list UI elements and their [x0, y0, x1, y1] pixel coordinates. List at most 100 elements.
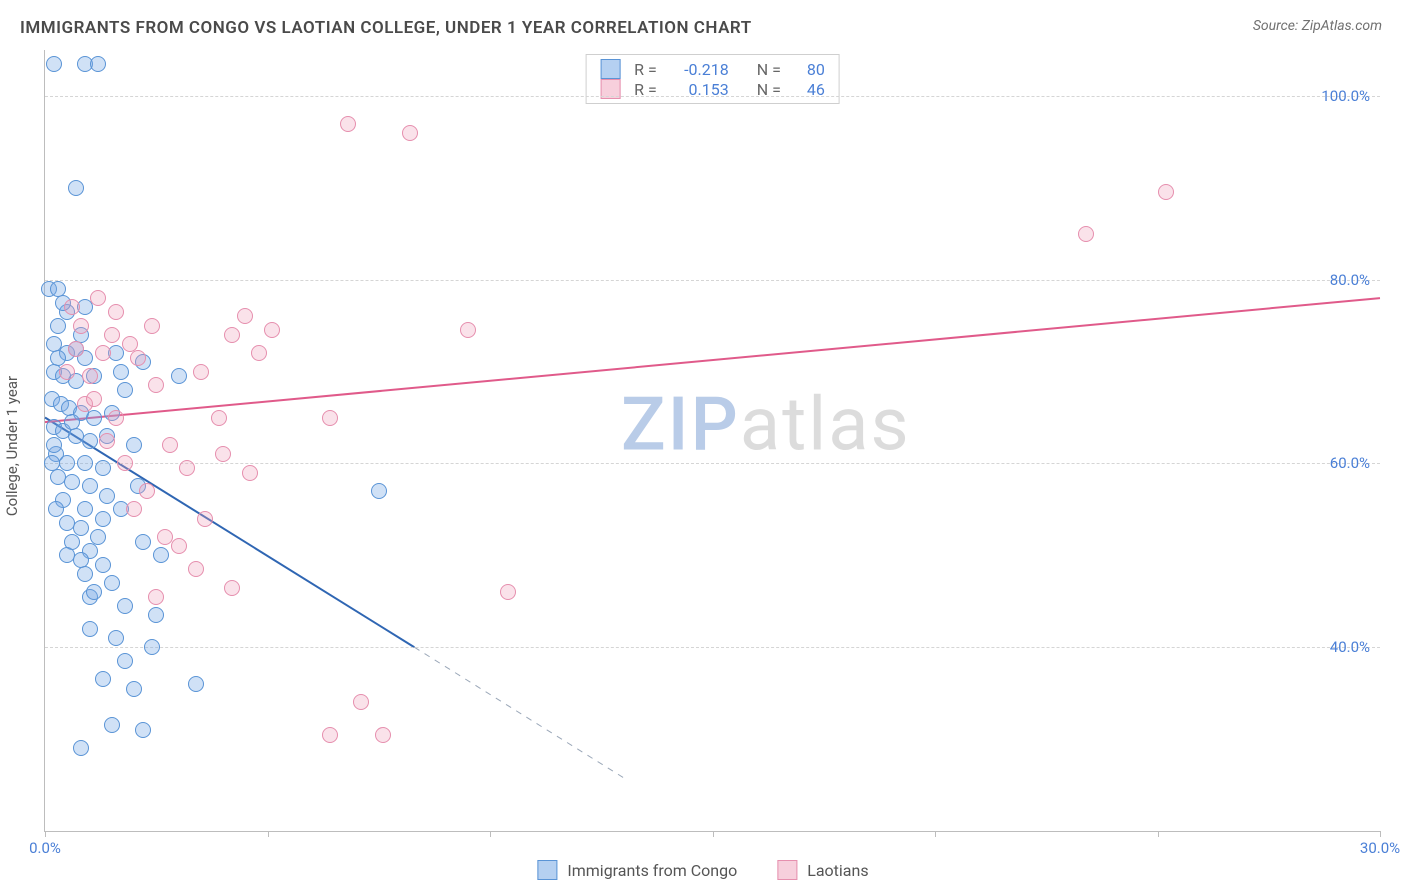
data-point [86, 391, 102, 407]
chart-title: IMMIGRANTS FROM CONGO VS LAOTIAN COLLEGE… [20, 18, 752, 38]
data-point [171, 368, 187, 384]
data-point [130, 350, 146, 366]
gridline [45, 463, 1380, 464]
data-point [44, 455, 60, 471]
x-tick-label: 0.0% [29, 839, 61, 857]
data-point [95, 460, 111, 476]
data-point [82, 433, 98, 449]
swatch-blue-icon [537, 860, 557, 880]
data-point [77, 566, 93, 582]
data-point [171, 538, 187, 554]
data-point [48, 501, 64, 517]
data-point [179, 460, 195, 476]
data-point [64, 414, 80, 430]
data-point [77, 501, 93, 517]
data-point [64, 474, 80, 490]
gridline [45, 280, 1380, 281]
y-tick-label: 80.0% [1330, 271, 1370, 289]
data-point [135, 534, 151, 550]
data-point [46, 437, 62, 453]
data-point [148, 607, 164, 623]
data-point [95, 557, 111, 573]
data-point [122, 336, 138, 352]
data-point [375, 727, 391, 743]
x-tick [45, 831, 46, 837]
data-point [251, 345, 267, 361]
data-point [95, 345, 111, 361]
data-point [211, 410, 227, 426]
data-point [126, 681, 142, 697]
data-point [113, 364, 129, 380]
data-point [139, 483, 155, 499]
source-attribution: Source: ZipAtlas.com [1253, 18, 1382, 34]
data-point [73, 318, 89, 334]
data-point [86, 584, 102, 600]
data-point [46, 56, 62, 72]
swatch-pink-icon [777, 860, 797, 880]
x-tick [1158, 831, 1159, 837]
data-point [264, 322, 280, 338]
data-point [1078, 226, 1094, 242]
data-point [117, 382, 133, 398]
data-point [402, 125, 418, 141]
data-point [237, 308, 253, 324]
data-point [82, 621, 98, 637]
data-point [68, 341, 84, 357]
data-point [59, 364, 75, 380]
y-tick-label: 40.0% [1330, 638, 1370, 656]
legend-item-congo: Immigrants from Congo [537, 860, 737, 880]
swatch-blue-icon [600, 59, 620, 79]
data-point [117, 455, 133, 471]
data-point [193, 364, 209, 380]
y-tick-label: 60.0% [1330, 454, 1370, 472]
data-point [188, 561, 204, 577]
series-legend: Immigrants from Congo Laotians [537, 860, 868, 880]
regression-line-extrapolated [414, 647, 628, 780]
data-point [99, 433, 115, 449]
data-point [104, 717, 120, 733]
data-point [86, 410, 102, 426]
gridline [45, 647, 1380, 648]
data-point [144, 318, 160, 334]
data-point [90, 290, 106, 306]
data-point [322, 727, 338, 743]
data-point [108, 630, 124, 646]
data-point [77, 455, 93, 471]
correlation-row-congo: R = -0.218 N = 80 [600, 59, 825, 79]
data-point [500, 584, 516, 600]
scatter-plot-area: ZIPatlas R = -0.218 N = 80 R = 0.153 N =… [44, 50, 1380, 832]
data-point [460, 322, 476, 338]
data-point [104, 575, 120, 591]
data-point [73, 740, 89, 756]
data-point [104, 327, 120, 343]
legend-item-laotian: Laotians [777, 860, 868, 880]
data-point [1158, 184, 1174, 200]
x-tick [935, 831, 936, 837]
data-point [64, 299, 80, 315]
data-point [95, 671, 111, 687]
data-point [108, 304, 124, 320]
data-point [197, 511, 213, 527]
data-point [99, 488, 115, 504]
data-point [188, 676, 204, 692]
data-point [126, 501, 142, 517]
r-label: R = [634, 60, 657, 79]
data-point [242, 465, 258, 481]
gridline [45, 96, 1380, 97]
data-point [340, 116, 356, 132]
data-point [215, 446, 231, 462]
x-tick [1380, 831, 1381, 837]
y-tick-label: 100.0% [1321, 87, 1370, 105]
data-point [82, 478, 98, 494]
data-point [224, 580, 240, 596]
data-point [117, 653, 133, 669]
data-point [144, 639, 160, 655]
data-point [148, 377, 164, 393]
y-axis-label: College, Under 1 year [3, 376, 21, 516]
data-point [353, 694, 369, 710]
data-point [126, 437, 142, 453]
data-point [82, 368, 98, 384]
data-point [108, 410, 124, 426]
legend-label-congo: Immigrants from Congo [567, 861, 737, 880]
data-point [322, 410, 338, 426]
